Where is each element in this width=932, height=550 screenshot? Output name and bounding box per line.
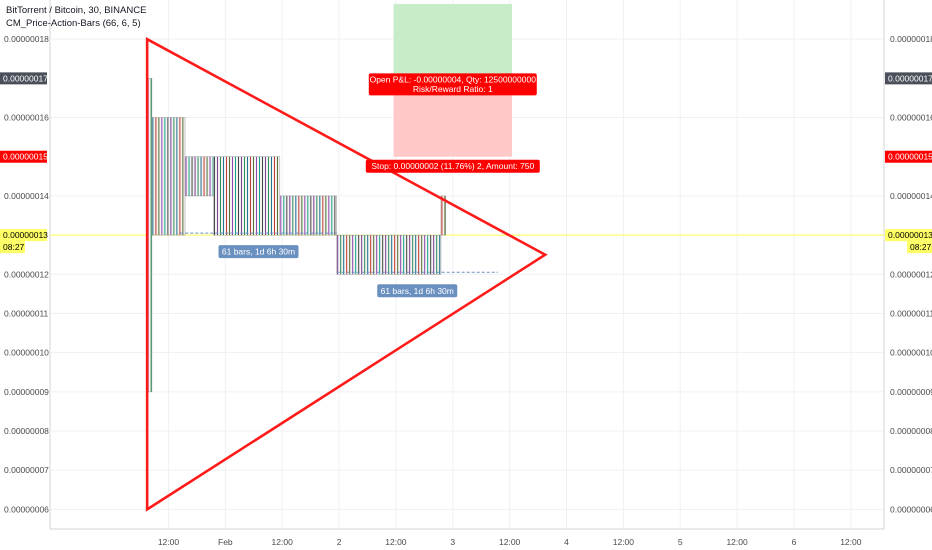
y-tick-label-right: 0.00000014 (890, 191, 932, 201)
price-tag-box-right (885, 150, 932, 163)
x-tick-label: Feb (218, 537, 233, 547)
x-tick-label: 12:00 (272, 537, 294, 547)
y-tick-label-left: 0.00000010 (4, 348, 49, 358)
x-tick-label: 5 (678, 537, 683, 547)
y-tick-label-right: 0.00000011 (890, 308, 932, 318)
price-tag-time-box-left (0, 241, 25, 254)
x-tick-label: 12:00 (385, 537, 407, 547)
price-tag-left: 0.00000015 (3, 152, 48, 162)
y-tick-label-right: 0.00000007 (890, 465, 932, 475)
price-tag-box-left (0, 72, 47, 85)
price-tag-box-left (0, 150, 47, 163)
y-tick-label-right: 0.00000016 (890, 113, 932, 123)
x-tick-label: 6 (792, 537, 797, 547)
x-tick-label: 2 (337, 537, 342, 547)
price-tag-left: 0.00000013 (3, 230, 48, 240)
stop-label-box (365, 159, 540, 173)
y-tick-label-left: 0.00000011 (4, 308, 49, 318)
x-tick-label: 12:00 (840, 537, 862, 547)
price-tag-time-box-right (907, 241, 932, 254)
y-tick-label-left: 0.00000006 (4, 504, 49, 514)
price-tag-box-right (885, 229, 932, 242)
indicator-title: CM_Price-Action-Bars (66, 6, 5) (6, 18, 141, 29)
price-range-box (440, 195, 446, 236)
risk-reward-label: Risk/Reward Ratio: 1 (413, 84, 493, 94)
y-tick-label-left: 0.00000007 (4, 465, 49, 475)
price-tag-time-right: 08:27 (910, 242, 932, 252)
y-tick-label-right: 0.00000009 (890, 387, 932, 397)
price-range-box (184, 156, 214, 197)
y-tick-label-left: 0.00000009 (4, 387, 49, 397)
x-tick-label: 12:00 (158, 537, 180, 547)
x-tick-label: 3 (450, 537, 455, 547)
x-tick-label: 12:00 (499, 537, 521, 547)
date-range-label: 61 bars, 1d 6h 30m (381, 286, 454, 296)
price-tag-right: 0.00000017 (888, 73, 932, 83)
date-range-label: 61 bars, 1d 6h 30m (222, 247, 295, 257)
y-tick-label-left: 0.00000018 (4, 34, 49, 44)
pattern-triangle (145, 37, 548, 512)
y-tick-label-left: 0.00000008 (4, 426, 49, 436)
price-tag-box-left (0, 229, 47, 242)
y-tick-label-left: 0.00000012 (4, 269, 49, 279)
stop-label: Stop: 0.00000002 (11.76%) 2, Amount: 750 (371, 161, 534, 171)
y-tick-label-right: 0.00000018 (890, 34, 932, 44)
y-tick-label-left: 0.00000016 (4, 113, 49, 123)
pnl-label: Open P&L: -0.00000004, Qty: 12500000000 (370, 74, 537, 84)
price-tag-time-left: 08:27 (3, 242, 25, 252)
profit-zone (393, 3, 513, 79)
y-tick-label-right: 0.00000012 (890, 269, 932, 279)
date-range-label-box (377, 284, 458, 298)
x-tick-label: 4 (564, 537, 569, 547)
price-tag-right: 0.00000013 (888, 230, 932, 240)
price-tag-left: 0.00000017 (3, 73, 48, 83)
y-tick-label-right: 0.00000008 (890, 426, 932, 436)
y-tick-label-left: 0.00000014 (4, 191, 49, 201)
x-tick-label: 12:00 (726, 537, 748, 547)
date-range-label-box (218, 245, 299, 259)
y-tick-label-right: 0.00000010 (890, 348, 932, 358)
price-tag-box-right (885, 72, 932, 85)
y-tick-label-right: 0.00000006 (890, 504, 932, 514)
price-tag-right: 0.00000015 (888, 152, 932, 162)
pnl-label-box (368, 73, 537, 96)
symbol-title: BitTorrent / Bitcoin, 30, BINANCE (6, 5, 147, 16)
x-tick-label: 12:00 (613, 537, 635, 547)
